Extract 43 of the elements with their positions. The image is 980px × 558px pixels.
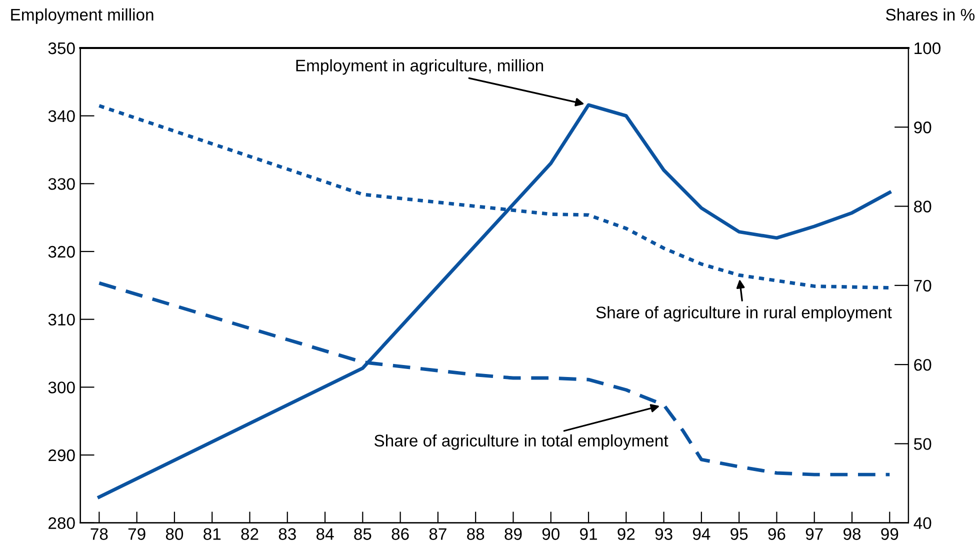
y-tick-label: 350 (48, 42, 75, 54)
x-tick-label: 94 (692, 528, 710, 540)
y-tick-label: 340 (48, 110, 75, 122)
y2-tick-label: 80 (914, 200, 932, 212)
y-tick-label: 330 (48, 178, 75, 190)
x-tick-label: 79 (128, 528, 146, 540)
x-tick-label: 89 (504, 528, 522, 540)
x-tick-label: 81 (204, 528, 221, 540)
y-tick-label: 320 (48, 246, 75, 258)
x-tick-label: 86 (392, 528, 409, 540)
y2-tick-label: 40 (914, 517, 932, 530)
y-tick-label: 300 (48, 382, 75, 394)
y2-tick-label: 60 (914, 358, 932, 371)
x-tick-label: 92 (618, 528, 635, 540)
x-tick-label: 91 (580, 528, 597, 540)
x-tick-label: 90 (542, 528, 560, 540)
y-tick-label: 280 (48, 517, 75, 530)
y2-tick-label: 70 (914, 280, 932, 292)
x-tick-label: 88 (467, 528, 484, 540)
y2-tick-label: 90 (914, 122, 932, 134)
x-tick-label: 83 (278, 528, 296, 540)
y-tick-label: 310 (48, 314, 75, 326)
y2-axis-title: Shares in % (886, 8, 975, 21)
line-series (97, 103, 892, 499)
y2-tick-label: 100 (914, 42, 940, 54)
x-tick-label: 96 (768, 528, 786, 540)
y2-tick-label: 50 (914, 438, 932, 450)
series-label: Share of agriculture in rural employment (596, 306, 892, 322)
x-tick-label: 97 (806, 528, 823, 540)
x-tick-label: 98 (844, 528, 861, 540)
x-tick-label: 82 (241, 528, 258, 540)
y-tick-label: 290 (48, 449, 75, 462)
y-axis-title: Employment million (11, 8, 154, 24)
text: Employment in agriculture, million (296, 59, 544, 75)
x-tick-label: 85 (354, 528, 372, 540)
x-tick-label: 93 (655, 528, 672, 540)
x-tick-label: 99 (881, 528, 898, 540)
x-tick-label: 80 (166, 528, 184, 540)
x-tick-label: 78 (90, 528, 108, 540)
x-tick-label: 95 (730, 528, 748, 540)
x-tick-label: 87 (429, 528, 446, 540)
x-tick-label: 84 (316, 528, 334, 540)
series-label: Share of agriculture in total employment (374, 434, 668, 450)
